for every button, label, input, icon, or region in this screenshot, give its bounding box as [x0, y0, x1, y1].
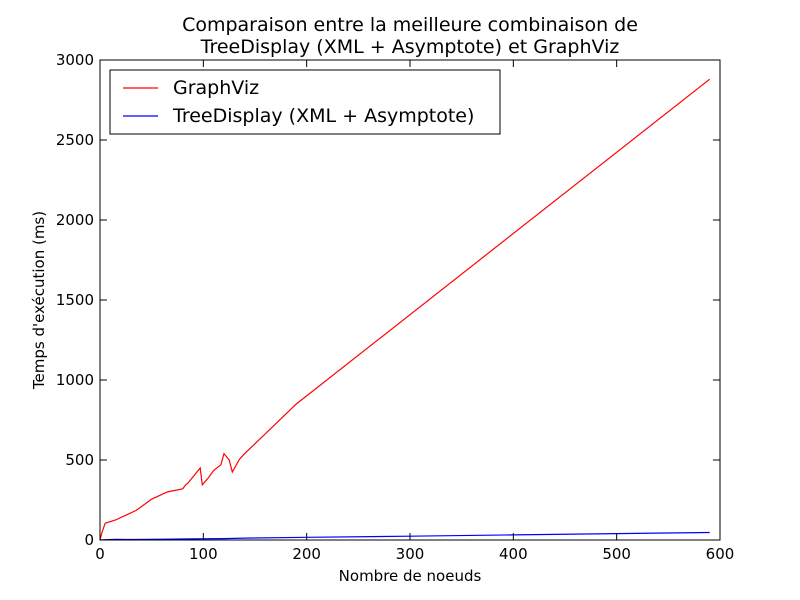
- x-tick-label: 0: [95, 545, 105, 563]
- y-tick-label: 0: [84, 531, 94, 549]
- legend-label: GraphViz: [173, 77, 259, 99]
- legend-box: [109, 69, 501, 135]
- chart-title-line: TreeDisplay (XML + Asymptote) et GraphVi…: [200, 36, 620, 58]
- axis-ticks: 0 100 200 300 400 500 600 0 500 1000 1500 2000 2500 3…: [56, 51, 735, 563]
- x-tick-label: 400: [499, 545, 528, 563]
- y-tick-label: 1500: [56, 291, 94, 309]
- x-tick-label: 300: [396, 545, 425, 563]
- y-tick-label: 2500: [56, 131, 94, 149]
- x-tick-label: 600: [706, 545, 735, 563]
- y-tick-label: 2000: [56, 211, 94, 229]
- chart-title-line: Comparaison entre la meilleure combinais…: [182, 14, 638, 36]
- y-tick-label: 1000: [56, 371, 94, 389]
- series-line-1: [99, 531, 710, 541]
- x-tick-label: 100: [189, 545, 218, 563]
- x-tick-label: 200: [292, 545, 321, 563]
- y-tick-label: 3000: [56, 51, 94, 69]
- chart-title: Comparaison entre la meilleure combinais…: [182, 14, 638, 58]
- y-tick-label: 500: [65, 451, 94, 469]
- y-axis-label: Temps d'exécution (ms): [30, 211, 48, 390]
- x-axis-label: Nombre de noeuds: [339, 567, 482, 585]
- x-tick-label: 500: [602, 545, 631, 563]
- series-line-0: [99, 78, 711, 541]
- legend: GraphViz TreeDisplay (XML + Asymptote): [109, 69, 501, 135]
- plot-lines: [99, 78, 711, 541]
- legend-label: TreeDisplay (XML + Asymptote): [172, 105, 474, 127]
